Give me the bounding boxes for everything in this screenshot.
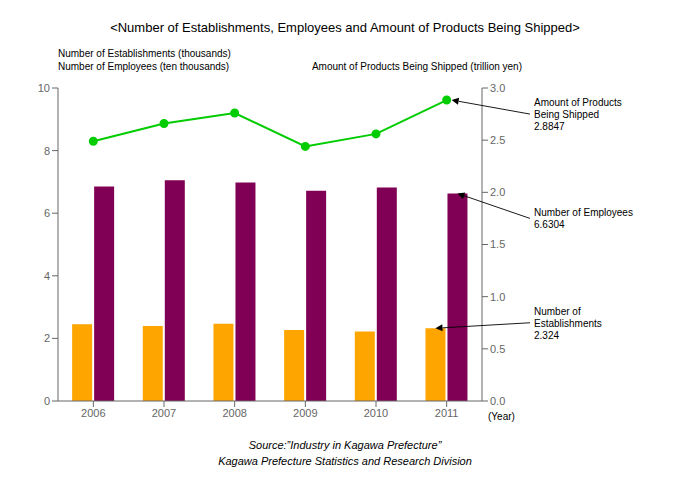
svg-text:2008: 2008 (222, 407, 246, 419)
svg-text:2010: 2010 (364, 407, 388, 419)
svg-text:0.5: 0.5 (490, 343, 505, 355)
svg-text:1.0: 1.0 (490, 291, 505, 303)
svg-text:0: 0 (44, 395, 50, 407)
svg-text:2007: 2007 (152, 407, 176, 419)
svg-text:2.0: 2.0 (490, 186, 505, 198)
html-text:Amount of Products Being Shipp: Amount of Products Being Shipped (trilli… (311, 61, 522, 72)
svg-text:4: 4 (44, 270, 50, 282)
svg-text:3.0: 3.0 (490, 82, 505, 94)
html-text:Number of Establishments (thou: Number of Establishments (thousands) (58, 48, 231, 59)
svg-text:Number ofEstablishments2.324: Number ofEstablishments2.324 (534, 305, 602, 340)
html-text:Kagawa Prefecture Statistics a: Kagawa Prefecture Statistics and Researc… (218, 455, 472, 467)
svg-text:1.5: 1.5 (490, 238, 505, 250)
svg-text:2006: 2006 (81, 407, 105, 419)
svg-text:0.0: 0.0 (490, 395, 505, 407)
html-text:Source:”Industry in Kagawa Pre: Source:”Industry in Kagawa Prefecture” (248, 439, 442, 451)
html-text:(Year): (Year) (488, 411, 515, 422)
html-text:<Number of Establishments, Emp: <Number of Establishments, Employees and… (110, 20, 580, 35)
svg-text:2011: 2011 (435, 407, 459, 419)
svg-text:2.5: 2.5 (490, 134, 505, 146)
svg-text:8: 8 (44, 145, 50, 157)
svg-text:6: 6 (44, 207, 50, 219)
svg-text:Amount of ProductsBeing Shippe: Amount of ProductsBeing Shipped2.8847 (534, 97, 622, 132)
svg-text:2: 2 (44, 332, 50, 344)
svg-text:Number of Employees6.6304: Number of Employees6.6304 (534, 207, 633, 230)
svg-text:10: 10 (38, 82, 50, 94)
html-text:Number of Employees (ten thous: Number of Employees (ten thousands) (58, 61, 230, 72)
svg-text:2009: 2009 (293, 407, 317, 419)
